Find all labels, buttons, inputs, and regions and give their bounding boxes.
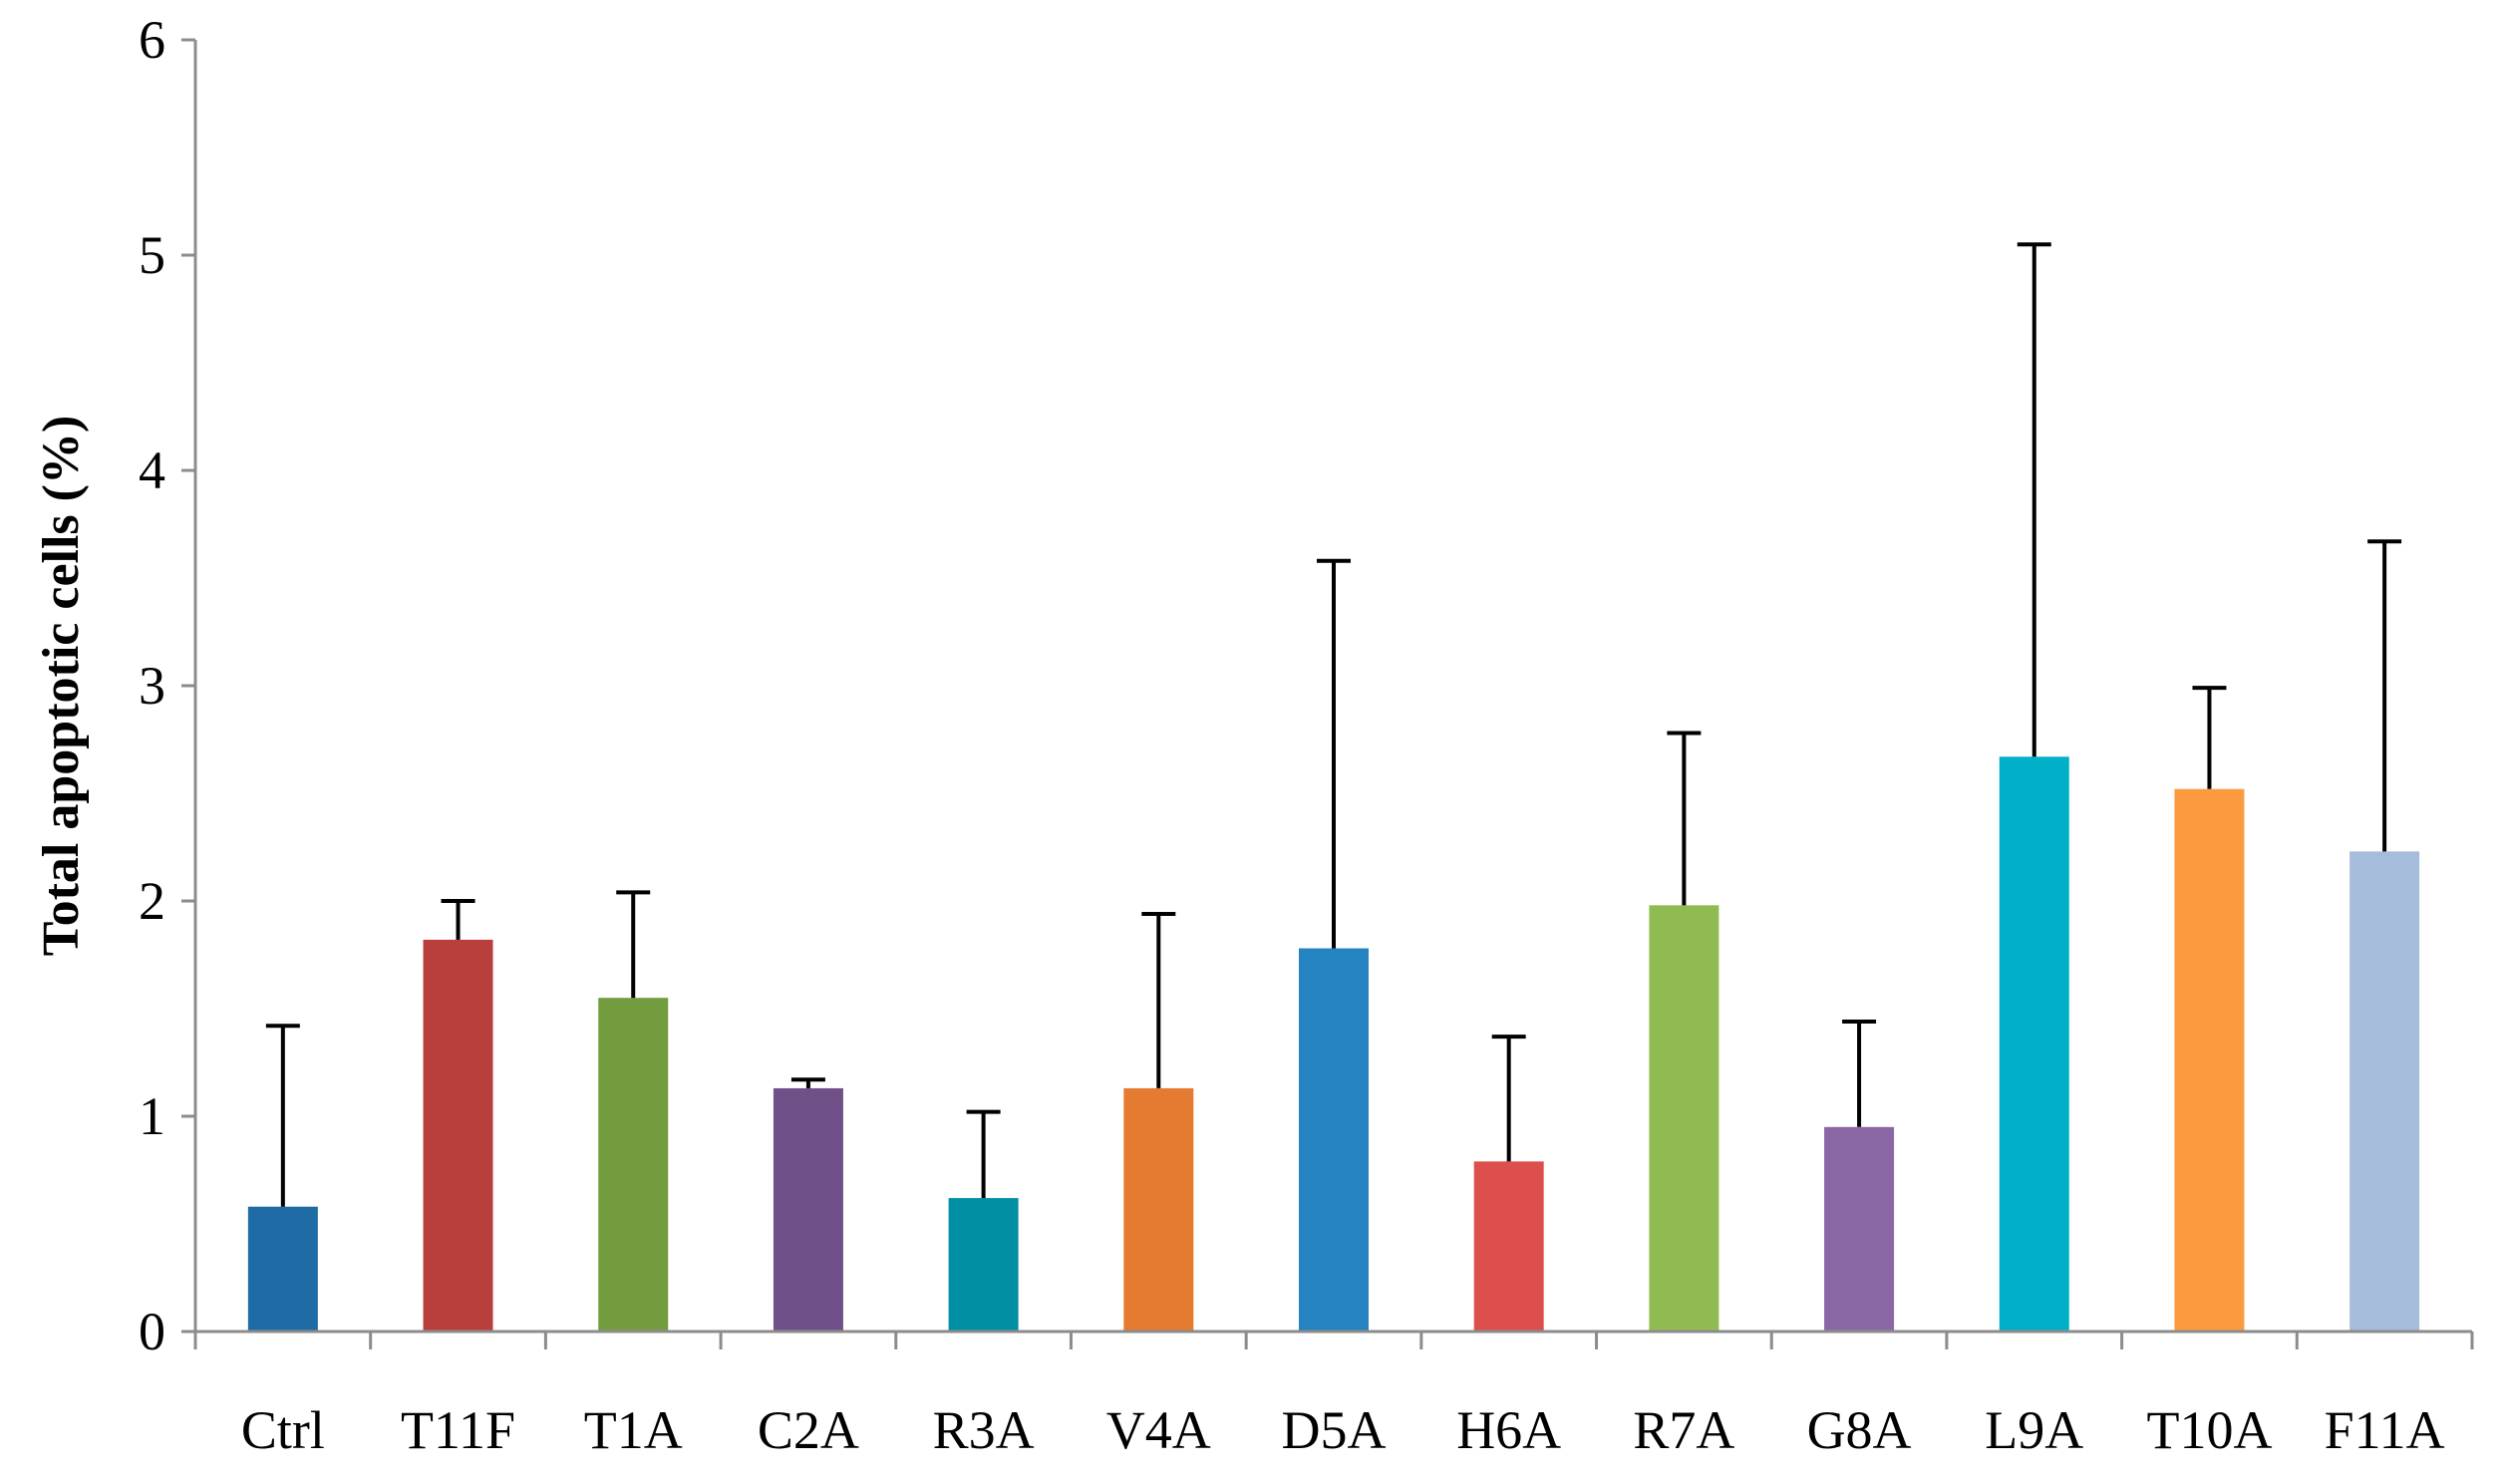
- x-category-label: T10A: [2146, 1400, 2272, 1460]
- bar-f11a: [2349, 851, 2420, 1332]
- y-tick-label: 5: [139, 225, 165, 285]
- y-tick-label: 2: [139, 871, 165, 931]
- y-tick-label: 4: [139, 441, 165, 500]
- y-tick-label: 0: [139, 1302, 165, 1361]
- bar-r3a: [948, 1198, 1019, 1332]
- x-category-label: F11A: [2325, 1400, 2445, 1460]
- y-tick-label: 3: [139, 656, 165, 716]
- bar-c2a: [773, 1087, 843, 1332]
- x-category-label: R3A: [933, 1400, 1035, 1460]
- bars-group: [247, 756, 2420, 1332]
- x-category-label: C2A: [758, 1400, 859, 1460]
- x-category-label: L9A: [1985, 1400, 2083, 1460]
- bar-g8a: [1824, 1126, 1895, 1332]
- x-category-label: T11F: [401, 1400, 515, 1460]
- x-ticks-group: [193, 1332, 2474, 1349]
- bar-t10a: [2174, 788, 2245, 1332]
- y-tick-label: 1: [139, 1086, 165, 1146]
- x-labels-group: Ctrl T11F T1A C2A R3A V4A D5A H6A R7A G8A L9A T10A F…: [241, 1400, 2445, 1460]
- x-category-label: Ctrl: [241, 1400, 325, 1460]
- bar-v4a: [1123, 1087, 1194, 1332]
- x-category-label: D5A: [1282, 1400, 1387, 1460]
- bar-t11f: [423, 939, 493, 1332]
- bar-t1a: [598, 998, 669, 1332]
- y-tick-label: 6: [139, 10, 165, 70]
- x-category-label: T1A: [584, 1400, 683, 1460]
- bar-h6a: [1473, 1161, 1544, 1332]
- x-category-label: R7A: [1633, 1400, 1734, 1460]
- error-bars-group: [265, 242, 2402, 1207]
- bar-d5a: [1299, 948, 1369, 1332]
- x-category-label: V4A: [1106, 1400, 1211, 1460]
- x-category-label: H6A: [1456, 1400, 1561, 1460]
- y-ticks-group: 0 1 2 3 4 5 6: [139, 10, 195, 1361]
- bar-l9a: [1999, 756, 2069, 1332]
- bar-r7a: [1649, 905, 1719, 1332]
- x-category-label: G8A: [1807, 1400, 1912, 1460]
- y-axis-title: Total apoptotic cells (%): [33, 416, 90, 957]
- bar-ctrl: [247, 1206, 318, 1332]
